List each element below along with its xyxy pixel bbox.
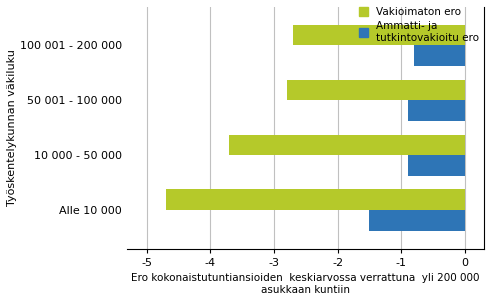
Bar xyxy=(408,101,465,121)
Bar xyxy=(414,45,465,66)
Bar xyxy=(165,189,465,210)
Bar xyxy=(229,134,465,156)
Bar xyxy=(408,156,465,176)
Bar xyxy=(287,79,465,101)
X-axis label: Ero kokonaistutuntiansioiden  keskiarvossa verrattuna  yli 200 000
asukkaan kunt: Ero kokonaistutuntiansioiden keskiarvoss… xyxy=(132,273,480,295)
Bar xyxy=(293,24,465,45)
Bar xyxy=(369,210,465,231)
Y-axis label: Työskentelykunnan väkiluku: Työskentelykunnan väkiluku xyxy=(7,50,17,206)
Legend: Vakioimaton ero, Ammatti- ja
tutkintovakioitu ero: Vakioimaton ero, Ammatti- ja tutkintovak… xyxy=(359,7,479,43)
